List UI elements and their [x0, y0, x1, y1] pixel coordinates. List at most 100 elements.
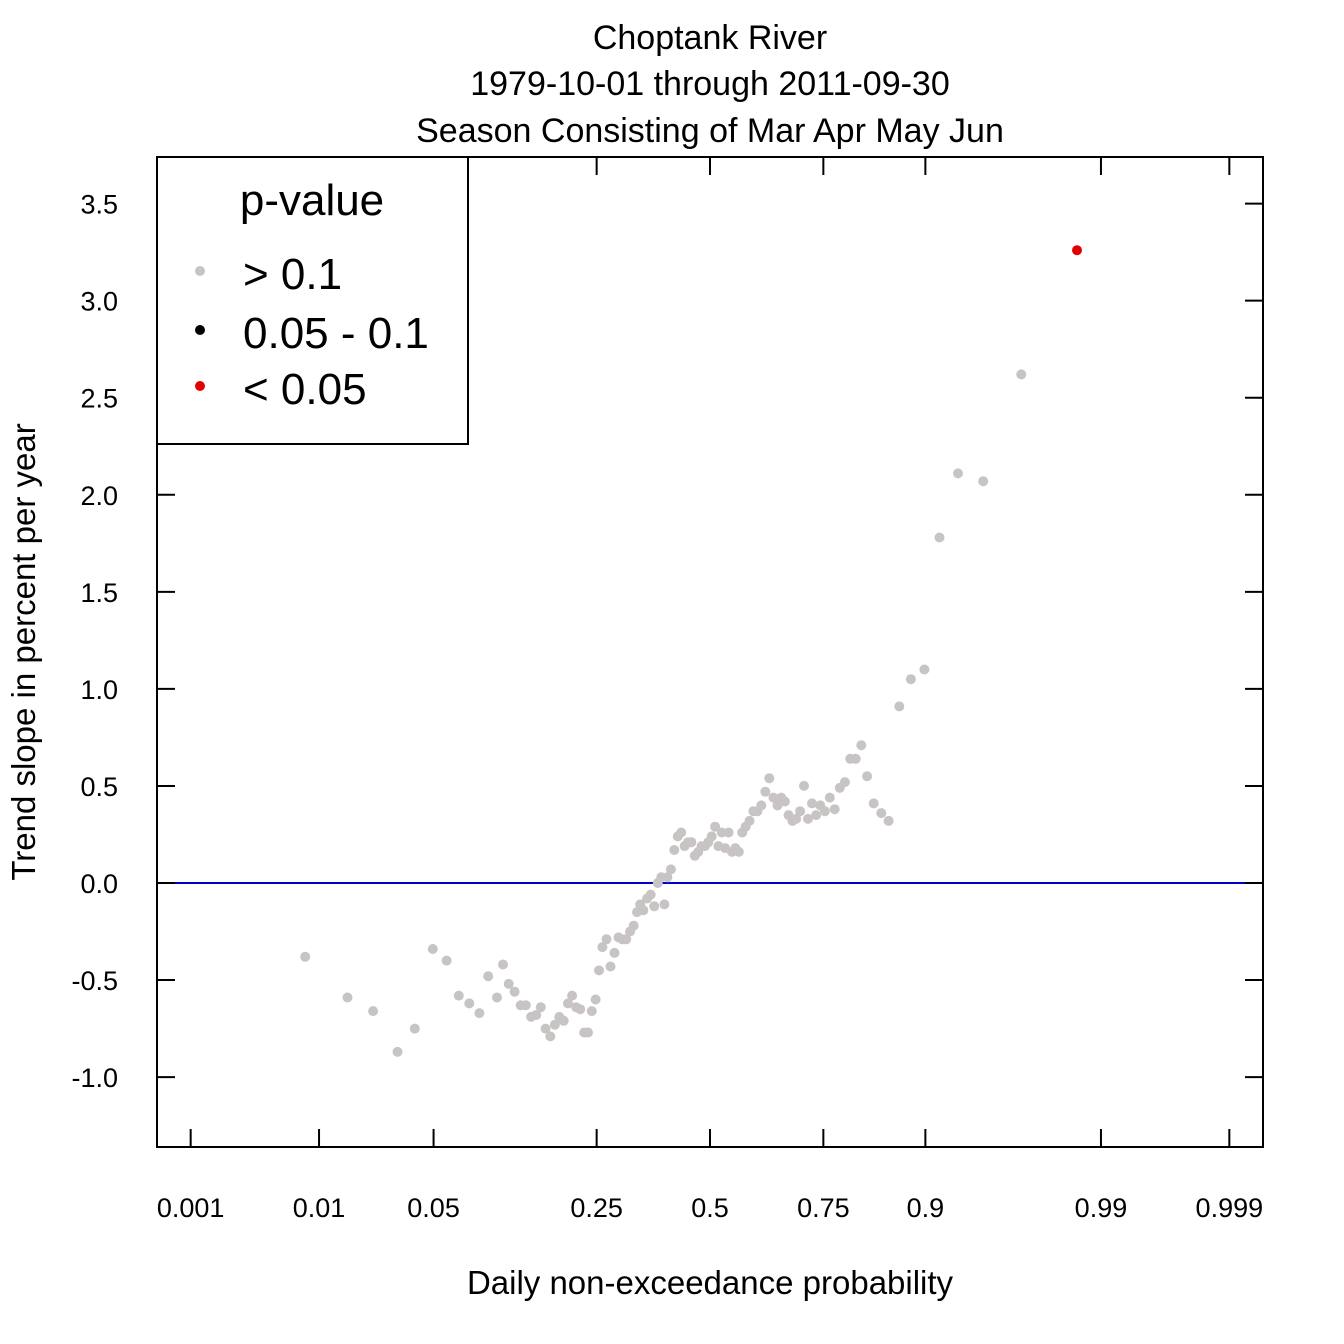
data-point: [453, 990, 464, 1001]
data-point: [839, 777, 850, 788]
data-point: [535, 1002, 546, 1013]
data-point: [894, 701, 905, 712]
x-tick-label: 0.99: [1075, 1193, 1128, 1223]
y-tick-label: 0.5: [80, 772, 118, 802]
y-tick-label: 3.0: [80, 287, 118, 317]
data-point: [953, 468, 963, 479]
data-point: [427, 944, 438, 954]
data-point: [791, 813, 802, 824]
y-tick-label: 1.0: [80, 675, 118, 705]
data-point: [531, 1010, 542, 1020]
data-point: [905, 674, 916, 685]
data-point: [483, 971, 494, 982]
legend-marker-gt-0.1: [195, 266, 205, 276]
data-point: [300, 951, 311, 962]
data-point: [829, 804, 840, 815]
data-point: [803, 813, 813, 824]
data-point: [503, 978, 514, 989]
chart-title-line-1: Choptank River: [593, 19, 827, 57]
data-point: [883, 815, 894, 826]
data-point: [824, 792, 835, 803]
chart-title-line-3: Season Consisting of Mar Apr May Jun: [416, 112, 1004, 150]
data-point: [856, 740, 867, 751]
data-point: [795, 806, 806, 817]
chart-title: Choptank River 1979-10-01 through 2011-0…: [416, 19, 1004, 150]
data-point: [609, 947, 620, 958]
data-point: [819, 806, 830, 817]
data-point: [628, 920, 639, 931]
legend-label-gt-0.1: > 0.1: [243, 250, 342, 299]
data-point: [876, 808, 887, 819]
data-point: [779, 796, 790, 807]
x-tick-label: 0.9: [907, 1193, 945, 1223]
chart-title-line-2: 1979-10-01 through 2011-09-30: [470, 65, 950, 103]
y-tick-label: 3.5: [80, 190, 118, 220]
legend-marker-lt-0.05: [195, 381, 205, 391]
data-point: [549, 1019, 560, 1030]
data-point: [464, 998, 475, 1009]
data-point: [862, 771, 873, 782]
legend-title: p-value: [240, 176, 384, 225]
data-point: [441, 955, 452, 966]
data-point: [756, 800, 767, 811]
data-point: [676, 827, 687, 838]
data-point: [586, 1006, 597, 1017]
data-point: [605, 961, 616, 972]
data-point: [583, 1027, 593, 1038]
data-point: [868, 798, 879, 809]
data-point: [659, 899, 670, 910]
x-tick-label: 0.01: [293, 1193, 346, 1223]
data-point: [575, 1004, 586, 1015]
data-point: [850, 753, 861, 764]
x-tick-label: 0.75: [797, 1193, 850, 1223]
legend: p-value > 0.1 0.05 - 0.1 < 0.05: [156, 156, 469, 445]
data-point: [392, 1046, 403, 1057]
data-point: [744, 815, 755, 826]
data-point: [645, 889, 656, 900]
data-point: [768, 792, 779, 803]
data-point: [662, 872, 673, 883]
data-point: [590, 994, 601, 1005]
data-point: [1016, 369, 1027, 380]
x-tick-label: 0.25: [570, 1193, 623, 1223]
y-tick-label: 2.0: [80, 481, 118, 511]
data-point: [621, 934, 632, 945]
data-point: [567, 990, 578, 1001]
x-tick-label: 0.999: [1196, 1193, 1264, 1223]
x-axis-label: Daily non-exceedance probability: [467, 1264, 954, 1301]
y-tick-label: 1.5: [80, 578, 118, 608]
data-point: [686, 837, 697, 848]
data-point: [498, 959, 508, 970]
y-tick-label: -1.0: [71, 1063, 118, 1093]
legend-box: [156, 156, 469, 445]
data-point: [409, 1023, 420, 1034]
data-point: [710, 821, 721, 832]
data-point: [760, 786, 771, 797]
data-point: [1072, 245, 1082, 256]
data-point: [594, 965, 604, 976]
data-point: [520, 1000, 531, 1011]
y-tick-label: 2.5: [80, 384, 118, 414]
data-point: [669, 845, 680, 855]
data-point: [772, 800, 783, 811]
data-point: [733, 846, 744, 857]
data-point: [665, 864, 676, 875]
data-point: [807, 798, 817, 809]
data-point: [540, 1023, 551, 1034]
x-tick-label: 0.001: [157, 1193, 225, 1223]
data-point: [934, 532, 945, 543]
data-point: [638, 905, 649, 916]
data-point: [811, 810, 822, 821]
data-point: [545, 1031, 556, 1042]
y-axis-label: Trend slope in percent per year: [5, 423, 42, 880]
data-point: [764, 773, 775, 784]
data-point: [706, 831, 717, 842]
legend-marker-0.05-0.1: [195, 325, 205, 335]
data-point: [723, 827, 734, 838]
data-point: [492, 992, 502, 1003]
data-point: [474, 1008, 485, 1019]
data-points-layer: [300, 245, 1082, 1057]
legend-label-0.05-0.1: 0.05 - 0.1: [243, 309, 429, 358]
data-point: [558, 1015, 569, 1026]
